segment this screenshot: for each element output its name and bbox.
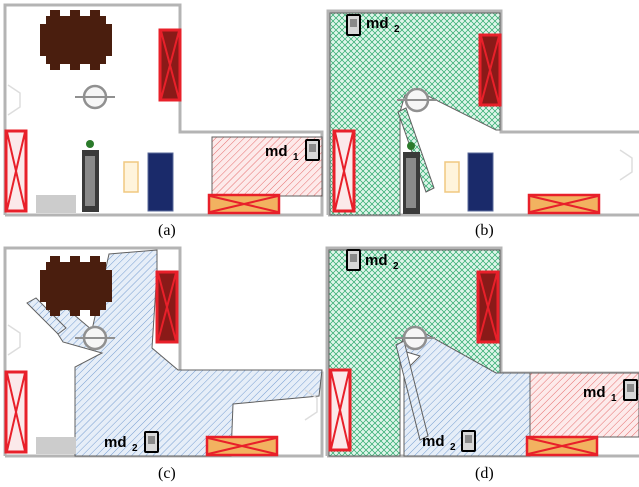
ghost-furniture <box>619 149 633 181</box>
cabinet-icon <box>158 28 182 102</box>
detector-subscript: 1 <box>293 152 299 163</box>
panel-a: md 1 <box>3 3 324 217</box>
cabinet-icon <box>4 129 28 213</box>
detector-subscript: 2 <box>450 442 456 453</box>
panel-d: md 2 md 1 md 2 <box>325 246 639 458</box>
caption-d: (d) <box>475 465 494 482</box>
fridge-icon <box>147 152 174 212</box>
cabinet-icon <box>476 270 500 344</box>
floor-mat <box>36 195 76 213</box>
sofa-icon <box>205 435 279 457</box>
detector-subscript: 2 <box>393 261 399 272</box>
motion-detector-icon <box>346 249 361 271</box>
region-md1 <box>529 372 639 438</box>
panel-b: md 2 <box>326 9 639 217</box>
cabinet-icon <box>4 370 28 454</box>
wall <box>326 9 639 215</box>
motion-detector: md 2 <box>104 431 159 454</box>
detector-label: md <box>365 252 388 269</box>
open-door <box>395 340 429 441</box>
detector-subscript: 1 <box>611 393 617 404</box>
cabinet-icon <box>328 368 352 452</box>
sofa-icon <box>207 193 281 215</box>
motion-detector-icon <box>305 139 320 161</box>
caption-b: (b) <box>475 222 494 239</box>
panel-c: md 2 <box>3 246 324 458</box>
cabinet-icon <box>332 129 356 213</box>
cabinet-icon <box>155 270 179 344</box>
detector-label: md <box>422 433 445 450</box>
sofa-icon <box>525 435 599 457</box>
ghost-furniture <box>7 84 21 116</box>
plant-icon <box>403 142 420 214</box>
plant-icon <box>82 140 99 212</box>
detector-label: md <box>366 15 389 32</box>
lamp-icon <box>73 84 117 110</box>
motion-detector-icon <box>346 14 361 36</box>
open-door <box>26 297 67 335</box>
motion-detector-icon <box>623 379 638 401</box>
detector-subscript: 2 <box>394 24 400 35</box>
table-icon <box>40 256 112 316</box>
sofa-icon <box>527 193 601 215</box>
caption-a: (a) <box>158 222 176 239</box>
detector-label: md <box>583 384 606 401</box>
region-md1 <box>211 136 323 197</box>
chair-icon <box>123 161 139 193</box>
motion-detector-icon <box>144 431 159 453</box>
detector-label: md <box>265 143 288 160</box>
motion-detector: md 1 <box>265 139 320 163</box>
table-icon <box>40 10 112 70</box>
wall <box>3 3 324 217</box>
fridge-icon <box>467 152 494 212</box>
caption-c: (c) <box>158 465 176 482</box>
floor-mat <box>36 437 76 454</box>
chair-icon <box>444 161 460 193</box>
detector-label: md <box>104 434 127 451</box>
detector-subscript: 2 <box>132 443 138 454</box>
cabinet-icon <box>478 33 502 107</box>
ghost-furniture <box>7 324 21 356</box>
motion-detector-icon <box>461 430 476 452</box>
